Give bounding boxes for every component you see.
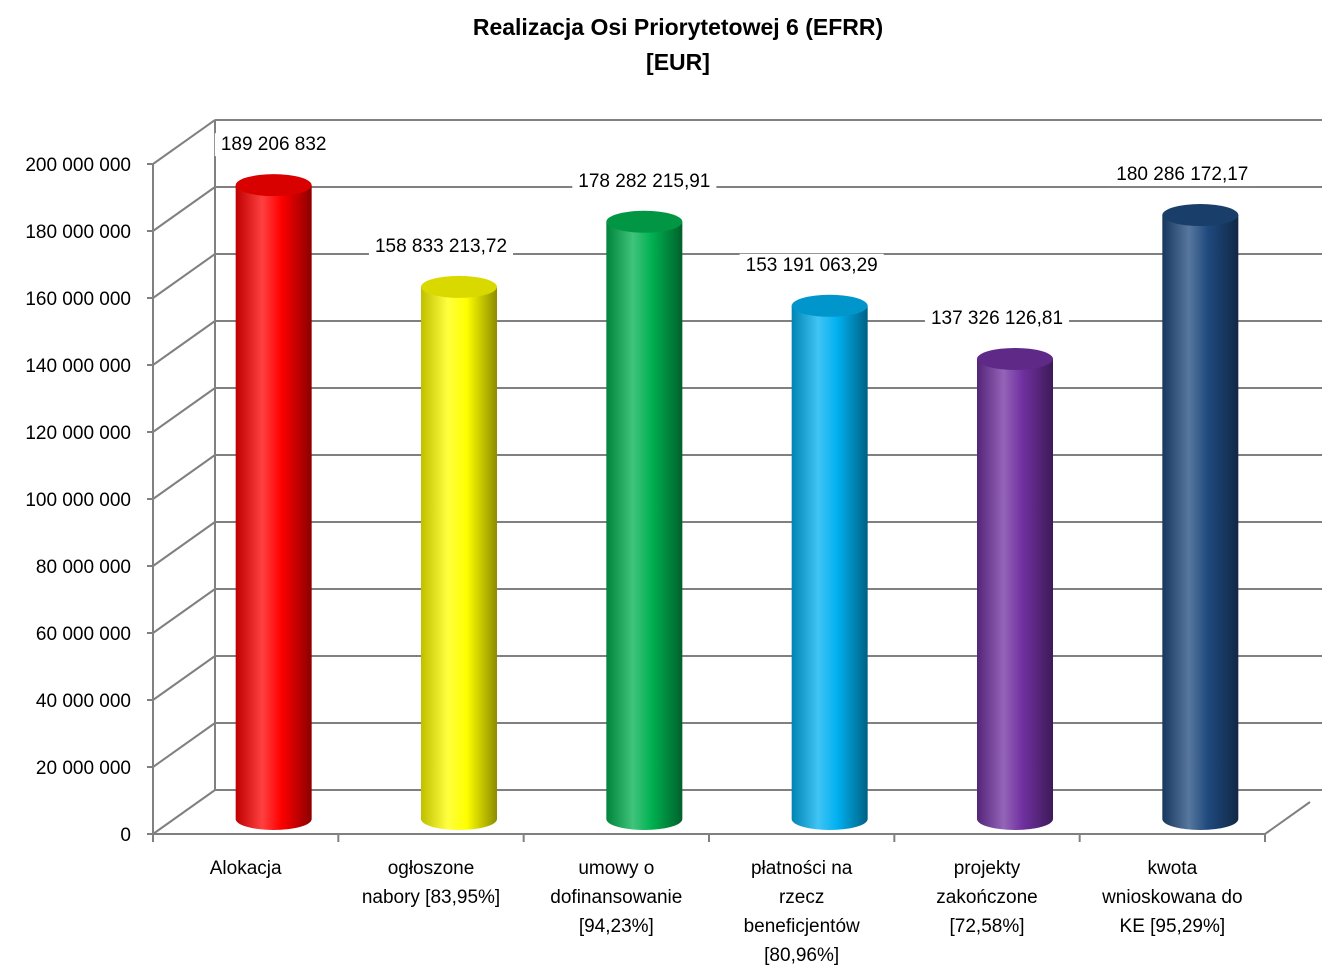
data-label: 137 326 126,81 xyxy=(931,308,1063,329)
side-gridline xyxy=(152,454,216,500)
side-gridline xyxy=(152,588,216,634)
side-gridline xyxy=(152,521,216,567)
y-tick-label: 20 000 000 xyxy=(36,758,131,779)
bar-top xyxy=(235,174,312,197)
bar-top xyxy=(1162,204,1239,227)
data-label: 158 833 213,72 xyxy=(375,236,507,257)
data-label-background xyxy=(214,133,333,157)
y-tick-label: 120 000 000 xyxy=(25,423,131,444)
bar-top xyxy=(606,210,683,233)
y-tick-label: 40 000 000 xyxy=(36,691,131,712)
x-category-label: ogłoszone nabory [83,95%] xyxy=(362,858,500,908)
x-category-label: umowy o dofinansowanie [94,23%] xyxy=(550,858,682,937)
y-tick-label: 180 000 000 xyxy=(25,222,131,243)
bar-top xyxy=(791,294,868,317)
bar xyxy=(235,174,312,831)
bars xyxy=(235,174,1239,831)
axes: 0 20 000 000 40 000 000 60 000 000 80 000 00… xyxy=(25,120,1311,846)
data-label: 180 286 172,17 xyxy=(1116,164,1248,185)
y-tick-label: 100 000 000 xyxy=(25,490,131,511)
data-label: 178 282 215,91 xyxy=(578,171,710,192)
side-gridline xyxy=(152,722,216,768)
y-tick-label: 80 000 000 xyxy=(36,557,131,578)
bar-body xyxy=(235,185,312,831)
bar xyxy=(1162,204,1239,830)
x-category-label: płatności na rzecz beneficjentów [80,96%] xyxy=(744,858,860,965)
bar-body xyxy=(977,358,1053,830)
data-label-background xyxy=(368,234,514,258)
bar xyxy=(421,275,497,831)
side-gridline xyxy=(152,387,216,433)
side-gridline xyxy=(152,253,216,299)
side-gridline xyxy=(152,320,216,366)
floor-right-edge xyxy=(1264,801,1311,835)
y-tick-label: 140 000 000 xyxy=(25,356,131,377)
y-tick-label: 200 000 000 xyxy=(25,155,131,176)
bar-body xyxy=(606,221,683,830)
data-label-background xyxy=(1110,163,1255,187)
bar-body xyxy=(1162,215,1239,830)
labels: 189 206 832 158 833 213,72 178 282 215,91 1… xyxy=(210,133,1255,966)
side-gridline xyxy=(152,119,216,165)
data-label-background xyxy=(924,306,1070,330)
data-label-background xyxy=(739,253,884,277)
data-label: 189 206 832 xyxy=(221,134,327,155)
bar-body xyxy=(421,286,497,831)
bar xyxy=(606,210,683,830)
bar-top xyxy=(421,275,497,298)
y-tick-label: 0 xyxy=(120,825,131,846)
bar-body xyxy=(791,305,868,830)
bar xyxy=(791,294,868,830)
x-category-label: kwota wnioskowana do KE [95,29%] xyxy=(1101,858,1242,937)
x-category-label: Alokacja xyxy=(210,858,282,879)
y-tick-label: 160 000 000 xyxy=(25,289,131,310)
x-category-label: projekty zakończone [72,58%] xyxy=(936,858,1037,937)
chart-title: Realizacja Osi Priorytetowej 6 (EFRR) xyxy=(473,14,883,40)
side-gridline xyxy=(152,789,216,835)
side-gridline xyxy=(152,186,216,232)
y-tick-label: 60 000 000 xyxy=(36,624,131,645)
data-label-background xyxy=(572,169,717,193)
bar xyxy=(977,347,1053,830)
data-label: 153 191 063,29 xyxy=(746,255,878,276)
side-gridline xyxy=(152,655,216,701)
bar-top xyxy=(977,347,1053,370)
chart-subtitle: [EUR] xyxy=(646,49,710,75)
gridlines xyxy=(152,119,1322,835)
